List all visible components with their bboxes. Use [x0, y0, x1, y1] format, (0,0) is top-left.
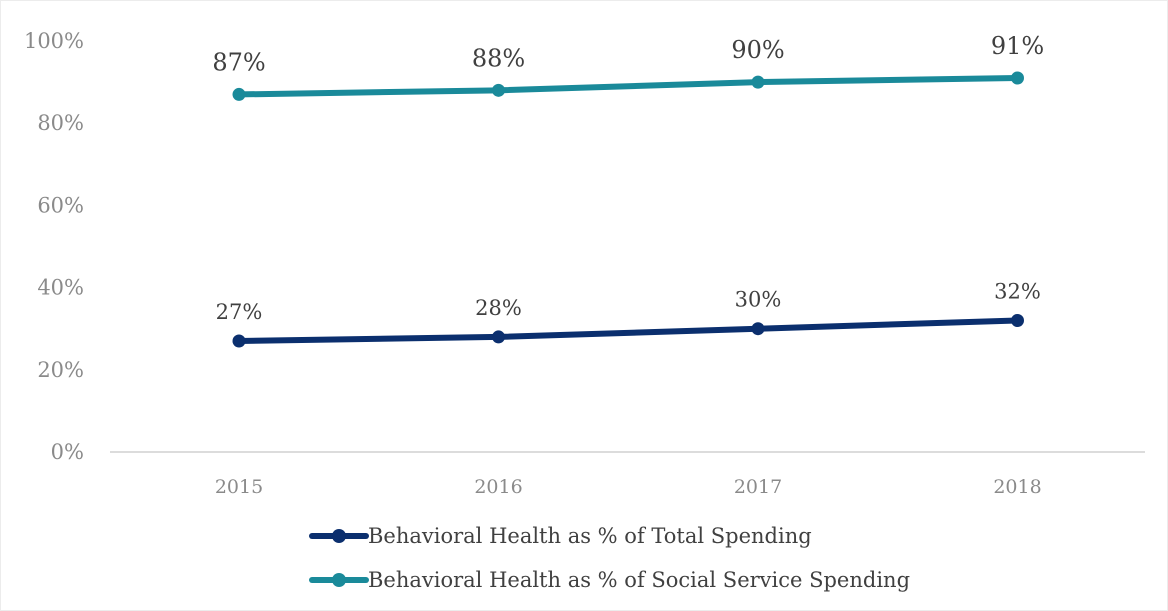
- series-line: [236, 74, 1021, 98]
- legend: Behavioral Health as % of Total Spending…: [309, 524, 910, 592]
- y-tick-label: 20%: [37, 358, 84, 382]
- x-tick-label: 2017: [734, 476, 782, 498]
- data-label: 88%: [472, 44, 525, 72]
- data-label: 27%: [216, 300, 263, 324]
- data-label: 28%: [475, 296, 522, 320]
- series-line: [236, 317, 1021, 345]
- y-tick-label: 100%: [24, 29, 84, 53]
- data-point: [492, 330, 505, 344]
- legend-swatch-marker: [332, 573, 346, 587]
- y-tick-label: 60%: [37, 193, 84, 217]
- legend-swatch-marker: [332, 529, 346, 543]
- data-point: [751, 75, 765, 89]
- y-tick-label: 80%: [37, 111, 84, 135]
- x-axis-ticks: 2015 2016 2017 2018: [215, 476, 1042, 498]
- x-tick-label: 2015: [215, 476, 263, 498]
- x-tick-label: 2018: [993, 476, 1041, 498]
- data-point: [751, 322, 765, 336]
- data-point: [1011, 71, 1024, 85]
- data-point: [232, 87, 246, 101]
- y-tick-label: 40%: [37, 276, 84, 300]
- data-label: 87%: [212, 48, 265, 76]
- data-point: [232, 334, 246, 348]
- data-label: 91%: [991, 32, 1044, 60]
- data-point: [1011, 313, 1024, 327]
- legend-label: Behavioral Health as % of Total Spending: [368, 524, 812, 548]
- y-axis-ticks: 0% 20% 40% 60% 80% 100%: [24, 29, 84, 464]
- data-label: 30%: [735, 288, 782, 312]
- data-label: 32%: [994, 279, 1041, 303]
- series-layer: 27% 28% 30% 32% 87% 88% 90% 91%: [212, 32, 1044, 348]
- data-point: [492, 83, 505, 97]
- y-tick-label: 0%: [51, 440, 84, 464]
- data-label: 90%: [731, 36, 784, 64]
- legend-label: Behavioral Health as % of Social Service…: [368, 568, 910, 592]
- x-tick-label: 2016: [474, 476, 522, 498]
